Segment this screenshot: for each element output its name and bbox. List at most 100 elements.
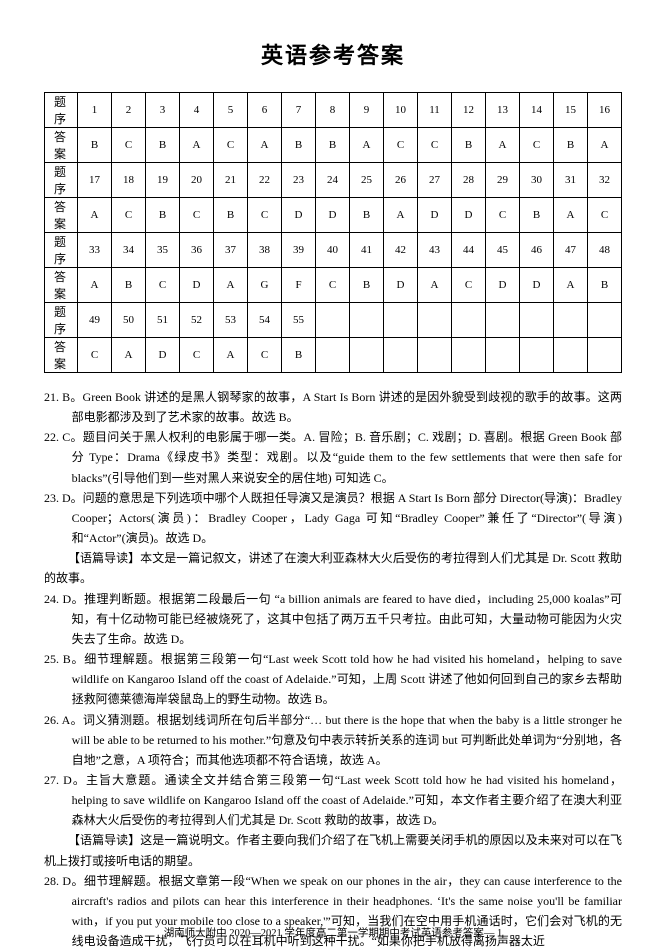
answer-cell: C — [248, 338, 282, 373]
question-number-cell: 26 — [384, 163, 418, 198]
question-number-cell: 38 — [248, 233, 282, 268]
question-number-cell — [418, 303, 452, 338]
answer-cell — [452, 338, 486, 373]
answer-table: 题 序12345678910111213141516答 案BCBACABBACC… — [44, 92, 622, 373]
answer-cell: D — [384, 268, 418, 303]
explanation-paragraph: 【语篇导读】这是一篇说明文。作者主要向我们介绍了在飞机上需要关闭手机的原因以及未… — [44, 830, 622, 870]
explanation-paragraph: 25. B。细节理解题。根据第三段第一句“Last week Scott tol… — [44, 649, 622, 709]
answer-cell: A — [214, 338, 248, 373]
question-number-cell: 47 — [554, 233, 588, 268]
answer-cell: A — [350, 128, 384, 163]
answer-cell — [554, 338, 588, 373]
answer-cell: A — [554, 198, 588, 233]
explanation-paragraph: 21. B。Green Book 讲述的是黑人钢琴家的故事，A Start Is… — [44, 387, 622, 427]
question-number-cell: 48 — [588, 233, 622, 268]
answer-cell: C — [418, 128, 452, 163]
row-label-answer: 答 案 — [45, 338, 78, 373]
explanations: 21. B。Green Book 讲述的是黑人钢琴家的故事，A Start Is… — [44, 387, 622, 951]
answer-cell: D — [282, 198, 316, 233]
answer-cell: C — [180, 338, 214, 373]
answer-cell: A — [214, 268, 248, 303]
answer-cell: A — [78, 198, 112, 233]
answer-cell: F — [282, 268, 316, 303]
question-number-cell: 37 — [214, 233, 248, 268]
answer-cell — [316, 338, 350, 373]
explanation-paragraph: 【语篇导读】本文是一篇记叙文，讲述了在澳大利亚森林大火后受伤的考拉得到人们尤其是… — [44, 548, 622, 588]
question-number-cell: 19 — [146, 163, 180, 198]
answer-cell: B — [146, 128, 180, 163]
question-number-cell: 49 — [78, 303, 112, 338]
row-label-answer: 答 案 — [45, 198, 78, 233]
answer-cell — [418, 338, 452, 373]
answer-cell: B — [350, 198, 384, 233]
question-number-cell: 20 — [180, 163, 214, 198]
page-footer: 湖南师大附中 2020—2021 学年度高二第一学期期中考试英语参考答案— 1 — [0, 925, 666, 940]
question-number-cell: 40 — [316, 233, 350, 268]
answer-cell: A — [554, 268, 588, 303]
answer-cell — [384, 338, 418, 373]
question-number-cell: 51 — [146, 303, 180, 338]
question-number-cell: 13 — [486, 93, 520, 128]
explanation-paragraph: 23. D。问题的意思是下列选项中哪个人既担任导演又是演员？根据 A Start… — [44, 488, 622, 548]
question-number-cell — [486, 303, 520, 338]
question-number-cell: 7 — [282, 93, 316, 128]
question-number-cell: 18 — [112, 163, 146, 198]
answer-cell: A — [588, 128, 622, 163]
question-number-cell: 31 — [554, 163, 588, 198]
question-number-cell: 22 — [248, 163, 282, 198]
answer-cell: C — [78, 338, 112, 373]
answer-cell: D — [452, 198, 486, 233]
row-label-answer: 答 案 — [45, 268, 78, 303]
question-number-cell: 9 — [350, 93, 384, 128]
answer-cell: B — [78, 128, 112, 163]
question-number-cell: 54 — [248, 303, 282, 338]
answer-cell: B — [112, 268, 146, 303]
question-number-cell: 29 — [486, 163, 520, 198]
question-number-cell — [588, 303, 622, 338]
question-number-cell: 4 — [180, 93, 214, 128]
question-number-cell: 21 — [214, 163, 248, 198]
answer-cell: C — [384, 128, 418, 163]
answer-cell: A — [248, 128, 282, 163]
answer-cell: D — [486, 268, 520, 303]
question-number-cell — [452, 303, 486, 338]
question-number-cell: 17 — [78, 163, 112, 198]
answer-cell: G — [248, 268, 282, 303]
question-number-cell: 39 — [282, 233, 316, 268]
answer-cell: D — [418, 198, 452, 233]
question-number-cell: 33 — [78, 233, 112, 268]
question-number-cell: 25 — [350, 163, 384, 198]
question-number-cell: 45 — [486, 233, 520, 268]
question-number-cell: 36 — [180, 233, 214, 268]
answer-cell: B — [350, 268, 384, 303]
answer-cell: C — [112, 198, 146, 233]
explanation-paragraph: 22. C。题目问关于黑人权利的电影属于哪一类。A. 冒险；B. 音乐剧；C. … — [44, 427, 622, 487]
row-label-question: 题 序 — [45, 233, 78, 268]
answer-cell: B — [282, 338, 316, 373]
answer-cell: C — [214, 128, 248, 163]
answer-cell: D — [520, 268, 554, 303]
answer-cell: C — [248, 198, 282, 233]
answer-cell: C — [452, 268, 486, 303]
question-number-cell: 42 — [384, 233, 418, 268]
question-number-cell — [520, 303, 554, 338]
answer-cell: C — [486, 198, 520, 233]
question-number-cell: 32 — [588, 163, 622, 198]
answer-cell: A — [486, 128, 520, 163]
answer-cell: A — [384, 198, 418, 233]
row-label-question: 题 序 — [45, 93, 78, 128]
page: 英语参考答案 题 序12345678910111213141516答 案BCBA… — [0, 0, 666, 950]
answer-cell: B — [554, 128, 588, 163]
question-number-cell: 3 — [146, 93, 180, 128]
row-label-question: 题 序 — [45, 303, 78, 338]
answer-cell — [588, 338, 622, 373]
answer-cell: C — [588, 198, 622, 233]
question-number-cell: 2 — [112, 93, 146, 128]
question-number-cell: 28 — [452, 163, 486, 198]
answer-cell: D — [146, 338, 180, 373]
question-number-cell: 41 — [350, 233, 384, 268]
question-number-cell: 14 — [520, 93, 554, 128]
question-number-cell: 11 — [418, 93, 452, 128]
answer-cell: B — [146, 198, 180, 233]
question-number-cell: 10 — [384, 93, 418, 128]
